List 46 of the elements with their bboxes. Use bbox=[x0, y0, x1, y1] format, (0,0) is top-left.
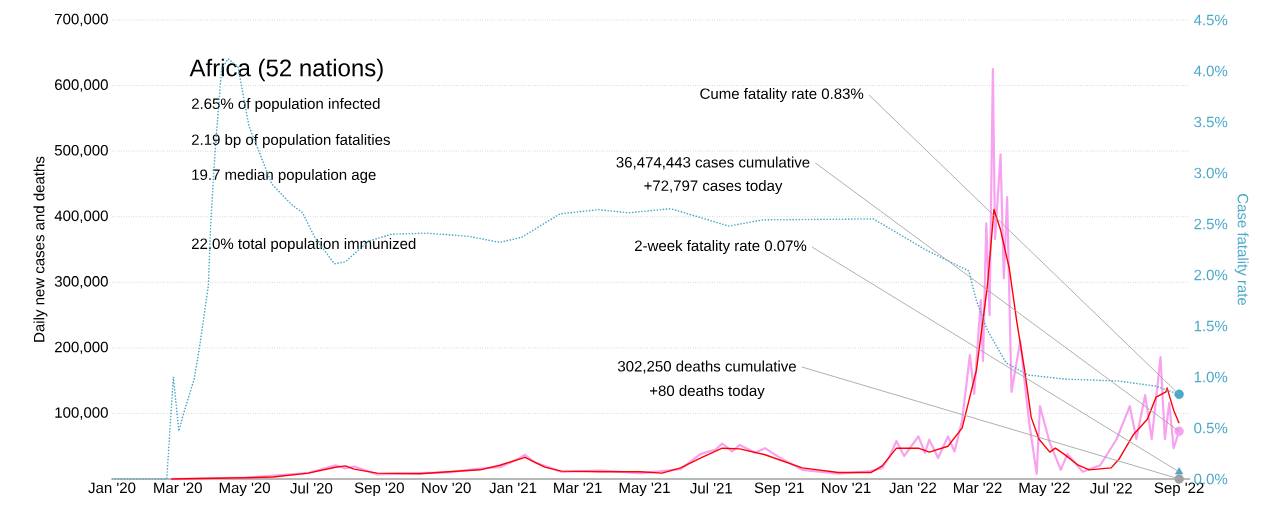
y2-tick-label: 2.5% bbox=[1194, 218, 1228, 230]
x-tick-label: Mar '22 bbox=[953, 482, 1002, 494]
x-tick-label: Jul '20 bbox=[290, 482, 333, 494]
y2-axis-title: Case fatality rate bbox=[1234, 193, 1249, 306]
x-tick-label: Jan '21 bbox=[489, 482, 537, 494]
y2-tick-label: 3.0% bbox=[1194, 167, 1228, 179]
annotation: +80 deaths today bbox=[649, 385, 765, 399]
y2-tick-label: 1.0% bbox=[1194, 371, 1228, 383]
x-tick-label: Sep '21 bbox=[754, 482, 804, 497]
y2-tick-label: 3.5% bbox=[1194, 116, 1228, 128]
annotation: +72,797 cases today bbox=[644, 180, 783, 194]
x-tick-label: Mar '20 bbox=[154, 482, 202, 494]
y-tick-label: 500,000 bbox=[54, 144, 108, 158]
annotation: 2.65% of population infected bbox=[191, 98, 380, 112]
annotation: 2.19 bp of population fatalities bbox=[191, 134, 390, 148]
y2-tick-label: 1.5% bbox=[1194, 320, 1228, 332]
annotation: 2-week fatality rate 0.07% bbox=[634, 240, 807, 254]
x-tick-label: Nov '21 bbox=[822, 482, 871, 494]
x-tick-label: Jul '21 bbox=[690, 482, 732, 494]
x-tick-label: May '20 bbox=[219, 482, 270, 497]
y-tick-label: 700,000 bbox=[55, 13, 108, 27]
x-tick-label: Mar '21 bbox=[554, 482, 602, 494]
y2-tick-label: 4.5% bbox=[1193, 14, 1228, 26]
y2-tick-label: 0.5% bbox=[1194, 422, 1228, 434]
x-tick-label: Jan '22 bbox=[889, 482, 937, 494]
x-tick-label: Jan '20 bbox=[88, 482, 136, 494]
line-series bbox=[170, 208, 1180, 480]
x-tick-label: May '21 bbox=[619, 482, 670, 497]
y-tick-label: 200,000 bbox=[55, 341, 108, 355]
x-tick-label: Jul '22 bbox=[1089, 482, 1132, 494]
y-tick-label: 400,000 bbox=[54, 210, 108, 223]
y-tick-label: 600,000 bbox=[55, 79, 108, 92]
x-tick-label: Nov '20 bbox=[422, 482, 471, 494]
x-tick-label: May '22 bbox=[1019, 482, 1070, 497]
y2-tick-label: 2.0% bbox=[1194, 269, 1228, 281]
y2-tick-label: 4.0% bbox=[1193, 65, 1228, 77]
y-axis-title: Daily new cases and deaths bbox=[33, 156, 48, 342]
annotation: 36,474,443 cases cumulative bbox=[616, 156, 810, 170]
x-tick-label: Sep '20 bbox=[354, 482, 404, 497]
y-tick-label: 100,000 bbox=[55, 407, 108, 420]
y-tick-label: 300,000 bbox=[54, 276, 108, 289]
text: Africa (52 nations) bbox=[189, 58, 383, 82]
annotation: Cume fatality rate 0.83% bbox=[700, 88, 864, 102]
annotation: 302,250 deaths cumulative bbox=[617, 360, 796, 374]
annotation: 19.7 median population age bbox=[192, 169, 376, 183]
annotation: 22.0% total population immunized bbox=[191, 238, 416, 252]
